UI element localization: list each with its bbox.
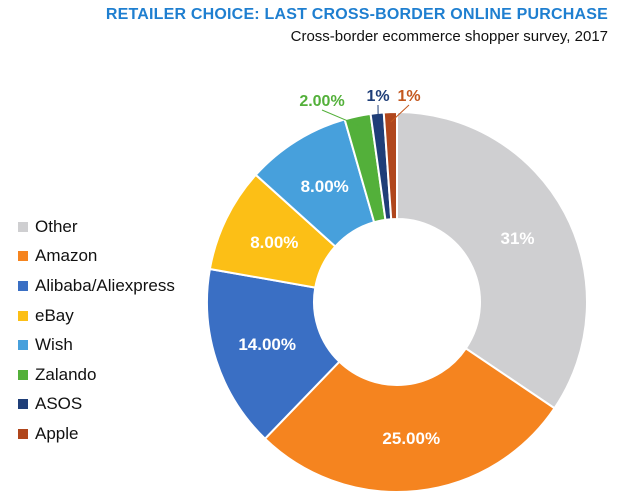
legend-swatch <box>18 369 28 380</box>
legend-item-ebay: eBay <box>18 301 175 331</box>
data-label-zalando: 2.00% <box>299 93 344 110</box>
chart-subtitle: Cross-border ecommerce shopper survey, 2… <box>290 28 608 45</box>
legend-swatch <box>18 221 28 232</box>
data-label-amazon: 25.00% <box>382 429 440 448</box>
legend-swatch <box>18 340 28 351</box>
data-label-asos: 1% <box>366 88 389 105</box>
legend-item-wish: Wish <box>18 330 175 360</box>
legend-item-apple: Apple <box>18 419 175 449</box>
slice-amazon <box>263 347 556 493</box>
legend-item-alibaba: Alibaba/Aliexpress <box>18 271 175 301</box>
data-label-alibaba-aliexpress: 14.00% <box>238 335 296 354</box>
legend-label: Alibaba/Aliexpress <box>35 275 175 295</box>
legend-item-asos: ASOS <box>18 390 175 420</box>
legend-label: Zalando <box>35 364 97 384</box>
leader-line-apple <box>390 104 410 123</box>
data-label-apple: 1% <box>397 88 420 105</box>
slice-alibaba-aliexpress <box>206 267 341 441</box>
legend-item-other: Other <box>18 212 175 242</box>
legend-label: ASOS <box>35 394 83 414</box>
legend-swatch <box>18 399 28 410</box>
legend-label: Other <box>35 216 78 236</box>
legend-swatch <box>18 310 28 321</box>
legend-label: Apple <box>35 423 79 443</box>
slice-apple <box>382 110 398 221</box>
legend-label: eBay <box>35 305 74 325</box>
legend-label: Amazon <box>35 246 98 266</box>
chart-title: RETAILER CHOICE: LAST CROSS-BORDER ONLIN… <box>105 6 608 23</box>
leader-line-zalando <box>321 109 360 127</box>
legend-item-zalando: Zalando <box>18 360 175 390</box>
legend-swatch <box>18 251 28 262</box>
chart-legend: Other Amazon Alibaba/Aliexpress eBay Wis… <box>18 212 175 449</box>
legend-item-amazon: Amazon <box>18 242 175 272</box>
data-label-wish: 8.00% <box>301 177 349 196</box>
legend-label: Wish <box>35 335 73 355</box>
legend-swatch <box>18 428 28 439</box>
slice-other <box>396 110 588 410</box>
data-label-ebay: 8.00% <box>250 233 298 252</box>
legend-swatch <box>18 280 28 291</box>
data-label-other: 31% <box>501 229 535 248</box>
